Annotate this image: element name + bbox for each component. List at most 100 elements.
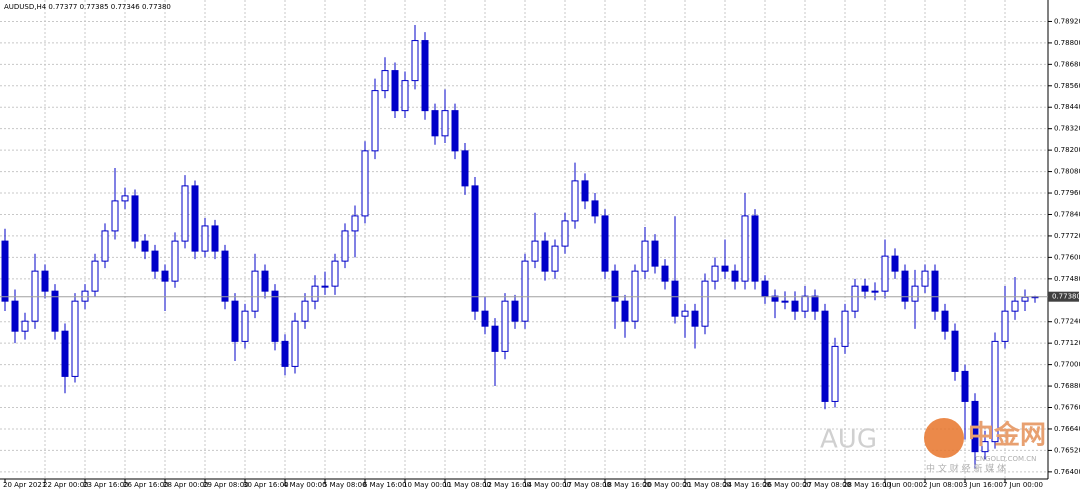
x-tick-label: 24 May 16:00 bbox=[723, 481, 771, 489]
candle-body bbox=[241, 310, 249, 342]
candle-body bbox=[801, 295, 809, 312]
x-tick-label: 27 May 08:00 bbox=[803, 481, 851, 489]
candle-body bbox=[631, 270, 639, 322]
candle-body bbox=[541, 240, 549, 272]
candle-body bbox=[701, 280, 709, 327]
x-tick-label: 23 Apr 16:00 bbox=[83, 481, 129, 489]
logo-tagline: 中 文 财 经 新 媒 体 bbox=[926, 463, 1006, 475]
candle-body bbox=[941, 310, 949, 332]
candle-body bbox=[131, 195, 139, 242]
x-tick-label: 3 Jun 16:00 bbox=[963, 481, 1003, 489]
candle-body bbox=[681, 310, 689, 317]
candle-body bbox=[551, 245, 559, 272]
candle-body bbox=[621, 300, 629, 322]
candle-body bbox=[221, 250, 229, 302]
candle-body bbox=[191, 185, 199, 252]
candle-body bbox=[311, 285, 319, 302]
candle-body bbox=[511, 300, 519, 322]
candle-body bbox=[561, 220, 569, 247]
chart-title: AUDUSD,H4 0.77377 0.77385 0.77346 0.7738… bbox=[4, 3, 171, 11]
candle-body bbox=[971, 400, 979, 453]
candle-body bbox=[331, 260, 339, 287]
candle-body bbox=[571, 180, 579, 222]
candle-body bbox=[911, 285, 919, 302]
x-tick-label: 12 May 16:00 bbox=[483, 481, 531, 489]
candle-body bbox=[71, 300, 79, 377]
candles bbox=[1, 25, 1039, 469]
candle-body bbox=[741, 215, 749, 282]
candle-body bbox=[411, 40, 419, 82]
candle-body bbox=[461, 150, 469, 187]
x-tick-label: 6 May 16:00 bbox=[363, 481, 407, 489]
x-tick-label: 11 May 08:00 bbox=[443, 481, 491, 489]
candle-body bbox=[341, 230, 349, 262]
candle-body bbox=[781, 300, 789, 303]
candle-body bbox=[771, 295, 779, 302]
candle-body bbox=[151, 250, 159, 272]
candle-body bbox=[961, 370, 969, 402]
candle-body bbox=[671, 280, 679, 317]
candle-body bbox=[601, 215, 609, 272]
grid bbox=[0, 0, 1048, 479]
candle-body bbox=[881, 255, 889, 292]
candle-body bbox=[1001, 310, 1009, 342]
candle-body bbox=[101, 230, 109, 262]
candle-body bbox=[481, 310, 489, 327]
candle-body bbox=[81, 290, 89, 302]
candle-body bbox=[261, 270, 269, 292]
x-tick-label: 1 Jun 00:00 bbox=[883, 481, 923, 489]
candle-body bbox=[641, 240, 649, 272]
candle-body bbox=[371, 90, 379, 152]
candle-body bbox=[211, 225, 219, 252]
x-tick-label: 5 May 08:00 bbox=[323, 481, 367, 489]
candle-body bbox=[31, 270, 39, 322]
candle-body bbox=[981, 441, 989, 453]
candle-body bbox=[381, 70, 389, 92]
candle-body bbox=[661, 265, 669, 282]
candle-body bbox=[841, 310, 849, 347]
candle-body bbox=[951, 330, 959, 372]
candle-body bbox=[281, 340, 289, 367]
candle-body bbox=[231, 300, 239, 342]
y-tick-label: 0.76400 bbox=[1054, 468, 1080, 476]
candle-body bbox=[361, 150, 369, 217]
candle-body bbox=[731, 270, 739, 282]
candle-body bbox=[401, 80, 409, 112]
candle-body bbox=[121, 195, 129, 202]
candle-body bbox=[521, 260, 529, 322]
candle-body bbox=[321, 285, 329, 288]
candle-body bbox=[1021, 296, 1029, 302]
logo-icon bbox=[924, 418, 964, 458]
candle-body bbox=[431, 110, 439, 137]
current-price-box bbox=[1048, 291, 1079, 302]
x-tick-label: 30 Apr 16:00 bbox=[243, 481, 289, 489]
candle-body bbox=[721, 265, 729, 272]
candle-body bbox=[451, 110, 459, 152]
candle-body bbox=[1011, 300, 1019, 312]
x-tick-label: 2 Jun 08:00 bbox=[923, 481, 963, 489]
candle-body bbox=[21, 320, 29, 332]
x-tick-label: 20 Apr 2021 bbox=[3, 481, 46, 489]
x-tick-label: 22 Apr 00:00 bbox=[43, 481, 89, 489]
candle-body bbox=[851, 285, 859, 312]
candle-body bbox=[61, 330, 69, 377]
x-tick-label: 21 May 08:00 bbox=[683, 481, 731, 489]
candle-body bbox=[51, 290, 59, 332]
logo-name: 中金网 bbox=[968, 420, 1046, 451]
candle-body bbox=[751, 215, 759, 282]
candle-body bbox=[491, 325, 499, 352]
x-tick-label: 26 Apr 16:00 bbox=[123, 481, 169, 489]
